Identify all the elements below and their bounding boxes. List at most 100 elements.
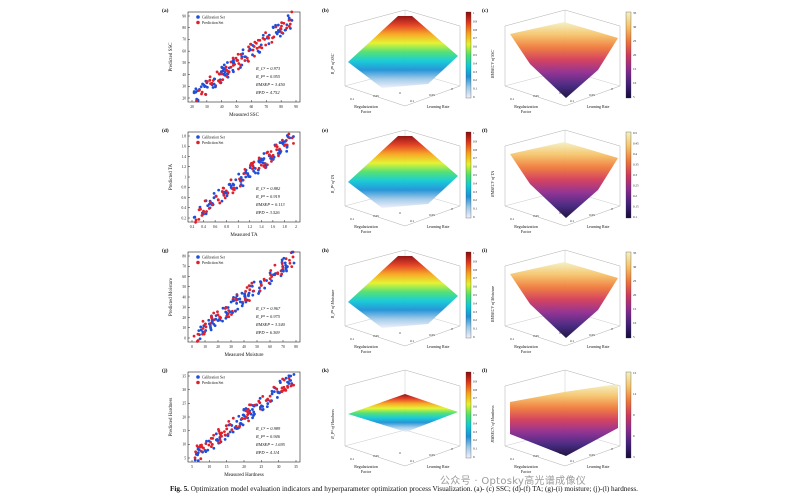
colorbar-tick-label: 0.1 bbox=[473, 447, 477, 451]
x-tick-label: 1 bbox=[237, 225, 239, 229]
y-axis-label: Learning Rate bbox=[587, 344, 610, 349]
data-point bbox=[287, 132, 291, 136]
colorbar-tick-label: 0.9 bbox=[473, 139, 477, 143]
data-point bbox=[199, 443, 202, 447]
data-point bbox=[271, 25, 275, 29]
colorbar-tick-label: 9 bbox=[633, 413, 635, 417]
colorbar-tick-label: 35 bbox=[633, 11, 637, 15]
z-axis-label: RMSECV of Hardness bbox=[490, 405, 495, 444]
data-point bbox=[258, 45, 261, 49]
data-point bbox=[193, 458, 197, 462]
stat-value: RMSEP = 1.695 bbox=[255, 442, 286, 447]
data-point bbox=[266, 402, 270, 405]
data-point bbox=[287, 374, 291, 378]
data-point bbox=[207, 318, 211, 322]
data-point bbox=[226, 306, 230, 309]
y-tick-label: 1.8 bbox=[182, 134, 187, 138]
y-tick-label: 70 bbox=[182, 265, 186, 269]
stat-value: RPD = 6.309 bbox=[255, 330, 280, 335]
data-point bbox=[276, 23, 280, 27]
response-surface bbox=[348, 136, 458, 208]
data-point bbox=[247, 45, 250, 49]
data-point bbox=[196, 332, 200, 336]
response-surface bbox=[510, 384, 618, 456]
data-point bbox=[271, 36, 274, 40]
stat-value: R_C² = 0.967 bbox=[255, 306, 281, 311]
data-point bbox=[216, 313, 220, 317]
x-axis-label-line2: Factor bbox=[361, 229, 372, 234]
scatter-panel: (g) 0 10 20 30 40 50 60 70 80 0 10 20 30 40 50 60 70 80 Mea… bbox=[160, 244, 310, 362]
surface-panel: (e) R_P² of TA Regularization Factor Learnin… bbox=[320, 124, 480, 242]
data-point bbox=[258, 280, 262, 284]
data-point bbox=[251, 167, 254, 171]
legend-prediction-marker bbox=[196, 380, 200, 385]
surface-panel: (c) RMSECV of SSC Regularization Factor Lear… bbox=[480, 4, 640, 122]
data-point bbox=[210, 316, 213, 320]
data-point bbox=[221, 306, 225, 310]
colorbar-tick-label: 25 bbox=[633, 39, 637, 43]
colorbar-tick-label: 10 bbox=[633, 81, 637, 85]
data-point bbox=[209, 82, 212, 86]
y-tick-label: 0.4 bbox=[182, 206, 187, 210]
watermark-text: 公众号 · Optosky高光谱成像仪 bbox=[440, 476, 587, 487]
data-point bbox=[285, 26, 289, 30]
stat-value: R_P² = 0.955 bbox=[255, 74, 281, 79]
data-point bbox=[229, 300, 233, 304]
data-point bbox=[231, 430, 235, 434]
data-point bbox=[214, 85, 217, 89]
data-point bbox=[237, 62, 241, 65]
x-tick-label: 50 bbox=[255, 345, 259, 349]
colorbar-tick-label: 0.2 bbox=[473, 198, 477, 202]
x-tick-label: 2 bbox=[295, 225, 297, 229]
data-point bbox=[207, 322, 211, 326]
reg-tick-label: 0 bbox=[399, 331, 401, 335]
lr-tick-label: 0.05 bbox=[429, 93, 435, 97]
data-point bbox=[236, 59, 240, 62]
stat-value: RMSEP = 3.450 bbox=[255, 82, 286, 87]
data-point bbox=[193, 215, 197, 219]
data-point bbox=[282, 21, 286, 25]
data-point bbox=[253, 54, 256, 58]
x-axis-label: Regularization bbox=[354, 104, 378, 109]
data-point bbox=[260, 404, 263, 408]
data-point bbox=[280, 386, 284, 390]
data-point bbox=[247, 284, 251, 288]
data-point bbox=[246, 173, 250, 177]
data-point bbox=[221, 69, 225, 73]
colorbar bbox=[465, 11, 472, 99]
data-point bbox=[292, 373, 296, 376]
data-point bbox=[257, 156, 261, 160]
data-point bbox=[215, 437, 219, 441]
y-tick-label: 1.6 bbox=[182, 145, 187, 149]
data-point bbox=[252, 280, 256, 284]
reg-tick-label: 0.1 bbox=[350, 217, 354, 221]
x-tick-label: 50 bbox=[235, 105, 239, 109]
data-point bbox=[280, 24, 283, 28]
panel-label: (j) bbox=[162, 367, 168, 374]
colorbar-tick-label: 3 bbox=[633, 455, 635, 459]
data-point bbox=[213, 324, 217, 327]
data-point bbox=[264, 164, 268, 167]
y-tick-label: 20 bbox=[182, 316, 186, 320]
data-point bbox=[238, 184, 242, 188]
data-point bbox=[245, 415, 248, 419]
data-point bbox=[220, 65, 224, 69]
colorbar-tick-label: 0 bbox=[473, 95, 475, 99]
data-point bbox=[239, 63, 243, 67]
data-point bbox=[280, 262, 284, 266]
reg-tick-label: 0.05 bbox=[373, 94, 379, 98]
x-axis-label: Regularization bbox=[354, 224, 378, 229]
data-point bbox=[287, 16, 291, 20]
data-point bbox=[203, 322, 207, 326]
colorbar-tick-label: 0.7 bbox=[473, 396, 477, 400]
data-point bbox=[290, 265, 294, 268]
data-point bbox=[196, 339, 200, 342]
data-point bbox=[224, 306, 228, 309]
data-point bbox=[246, 413, 250, 416]
data-point bbox=[194, 218, 198, 222]
data-point bbox=[216, 198, 220, 202]
colorbar-tick-label: 0.1 bbox=[473, 207, 477, 211]
panel-label: (h) bbox=[322, 247, 329, 254]
